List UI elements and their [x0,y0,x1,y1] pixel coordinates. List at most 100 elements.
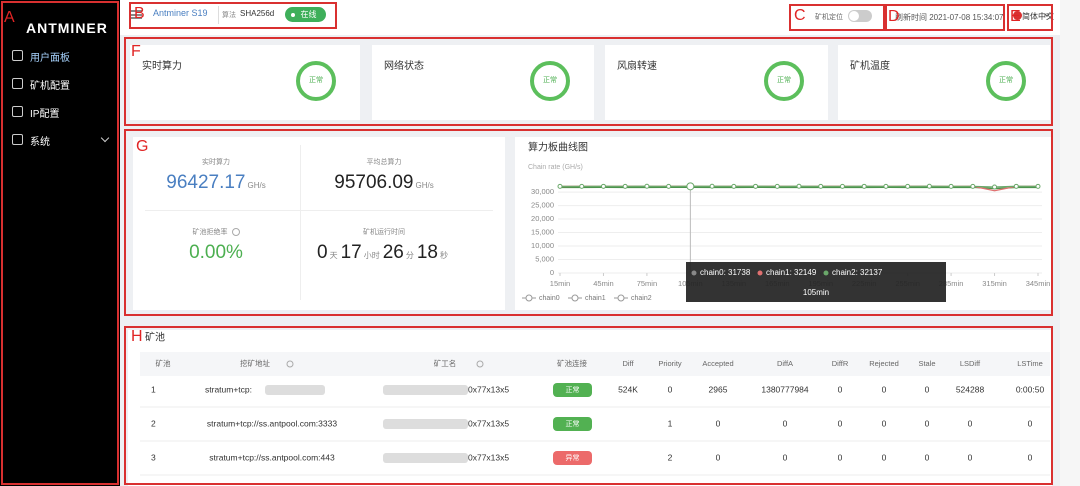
menu-item[interactable]: 系统 [30,137,50,148]
card-title: 风扇转速 [617,61,657,72]
cell: 0 [1028,418,1033,428]
series-point [1013,183,1019,189]
cell: stratum+tcp: [205,384,252,394]
tooltip-value: 31738 [728,268,751,277]
tooltip [686,262,946,302]
annotation-box [124,326,1053,485]
cell: stratum+tcp://ss.antpool.com:3333 [207,418,337,428]
sidebar [0,0,120,486]
blurred [265,385,325,395]
series-point [686,182,695,191]
uptime-unit: 天 [329,251,338,260]
series-point [644,183,650,189]
connection-pill [553,417,592,431]
locate-label: 矿机定位 [815,14,843,21]
stat-label: 平均总算力 [366,159,402,166]
uptime-number: 0 [317,242,328,263]
annotation-letter: D [888,8,900,25]
stat-unit: GH/s [247,181,266,190]
cell: 0 [968,452,973,462]
model-name: Antminer S19 [153,8,208,18]
annotation-box [124,37,1053,126]
x-tick-label: 15min [550,279,570,288]
cell: 0 [783,452,788,462]
stat-value: 0 天 17 小时 26 分 18 秒 [301,242,467,264]
y-tick-label: 0 [550,268,554,277]
stat-number: 0.00% [189,242,243,263]
stats-divider-v [300,145,301,300]
connection-pill [553,451,592,465]
info-icon [476,360,484,368]
scrollbar [1060,0,1080,486]
tooltip-item: chain0: 31738 [700,268,751,277]
series-point [622,183,628,189]
series-point [600,183,606,189]
cell: 0 [925,418,930,428]
status-dot [291,13,295,17]
menu-icon [12,50,23,61]
cell: 0:00:50 [1016,384,1045,394]
divider [218,6,219,24]
annotation-letter: A [4,9,15,26]
column-header: 矿池 [156,358,171,368]
cell: 0 [925,452,930,462]
annotation-box [885,4,1005,31]
cell: 3 [151,452,156,462]
uptime-number: 17 [340,242,362,263]
menu-item[interactable]: 矿机配置 [30,81,70,92]
info-icon [286,360,294,368]
algorithm-label: 算法 [222,12,236,19]
tooltip-series: chain0 [700,268,724,277]
column-header: 矿池连接 [557,358,587,368]
card-title: 实时算力 [142,61,182,72]
column-header: Rejected [869,359,899,368]
stat-value: 95706.09 GH/s [301,172,467,194]
menu-item[interactable]: IP配置 [30,109,60,120]
x-tick-label: 75min [637,279,657,288]
state-ring: 正常 [296,61,336,101]
cell: 2 [151,418,156,428]
stat-number: 96427.17 [166,172,246,193]
uptime-unit: 秒 [440,251,448,260]
uptime-number: 18 [416,242,438,263]
annotation-box [1,1,119,485]
annotation-letter: G [136,138,148,155]
series-point [992,184,998,190]
menu-item[interactable]: 用户面板 [30,53,70,64]
chart-title: 算力板曲线图 [528,141,588,154]
tooltip-dot [757,270,763,276]
column-header: Diff [622,359,634,368]
menu-toggle[interactable] [131,10,142,19]
cell: 2 [668,452,673,462]
legend-marker [617,294,625,302]
language[interactable]: 简体中文 [1022,12,1054,21]
cell: 0 [838,384,843,394]
cell: 0 [838,418,843,428]
stat-value: 0.00% [133,242,299,264]
series-point [579,183,585,189]
cell: 524K [618,384,638,394]
card-title: 网络状态 [384,61,424,72]
y-tick-label: 10,000 [531,241,554,250]
series-point [839,183,845,189]
series-point [666,183,672,189]
y-axis-label: Chain rate (GH/s) [528,164,583,171]
uptime-number: 26 [382,242,404,263]
connection-state: 异常 [566,453,580,462]
x-tick-label: 345min [1026,279,1051,288]
stats-divider-h [145,210,493,211]
column-header: Stale [918,359,935,368]
status-card: 实时算力 正常 [130,45,360,120]
x-tick-label: 315min [982,279,1007,288]
tooltip-x: 105min [803,288,829,297]
annotation-letter: E [1010,8,1021,25]
info-icon [231,228,240,237]
x-tick-label: 45min [593,279,613,288]
cell: 0 [838,452,843,462]
menu-icon [12,134,23,145]
logo: ANTMINER [26,20,108,36]
uptime-unit: 小时 [363,251,380,260]
menu-toggle-mid [131,14,142,16]
cell: 2965 [709,384,728,394]
